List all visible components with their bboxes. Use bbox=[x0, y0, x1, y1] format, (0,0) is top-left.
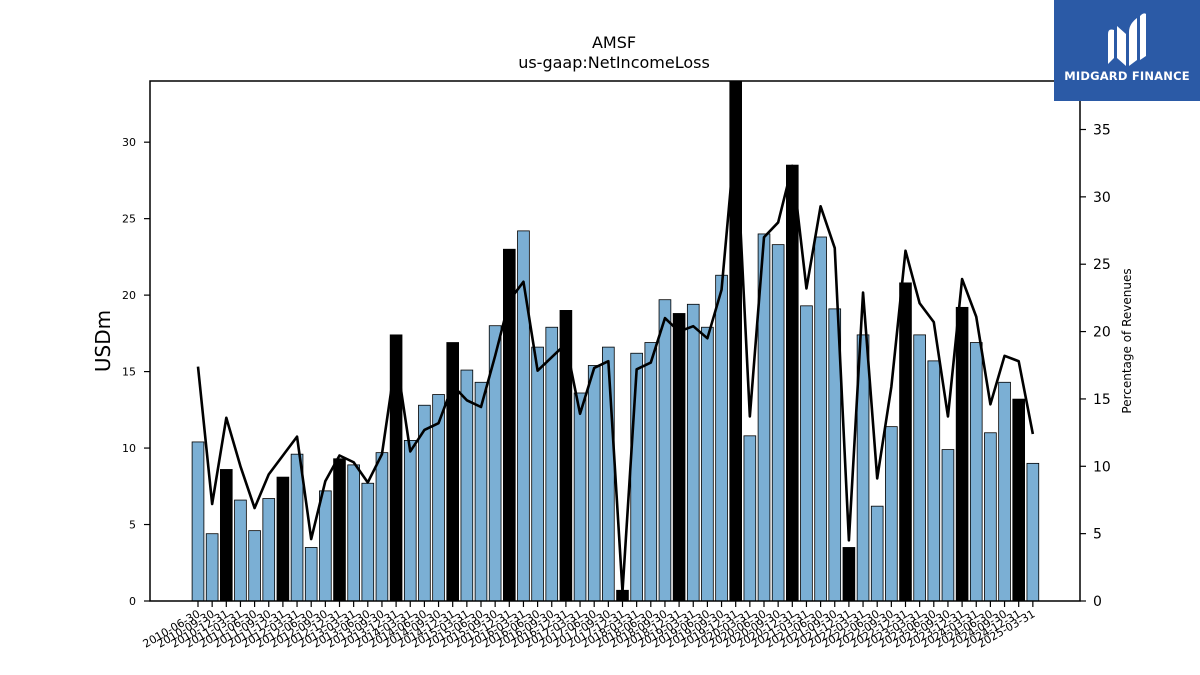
bar-2017-06-30 bbox=[587, 365, 601, 602]
bar-2012-06-30 bbox=[304, 547, 318, 602]
bar-2011-12-31 bbox=[276, 476, 290, 602]
bar-2010-06-30 bbox=[191, 441, 205, 602]
bar-2019-03-31 bbox=[686, 303, 700, 602]
y-right-tick-label: 15 bbox=[1093, 392, 1111, 408]
bar-2018-09-30 bbox=[658, 299, 672, 602]
y-axis-right-label: Percentage of Revenues bbox=[1120, 268, 1134, 413]
y-tick-label: 20 bbox=[122, 289, 136, 302]
y-right-tick-label: 20 bbox=[1093, 325, 1111, 341]
bar-2011-03-31 bbox=[234, 499, 247, 602]
chart-subtitle: us-gaap:NetIncomeLoss bbox=[518, 53, 710, 72]
bar-layer bbox=[191, 80, 1040, 602]
bar-2012-03-31 bbox=[290, 453, 304, 602]
bar-2019-06-30 bbox=[701, 326, 714, 602]
bar-2016-09-30 bbox=[545, 326, 559, 602]
y-right-tick-label: 25 bbox=[1093, 257, 1111, 273]
logo-text: MIDGARD FINANCE bbox=[1064, 69, 1190, 83]
bar-2013-12-31 bbox=[389, 334, 403, 602]
bar-2015-06-30 bbox=[474, 381, 488, 602]
bar-2011-06-30 bbox=[248, 530, 261, 602]
bar-2019-12-31 bbox=[729, 80, 742, 602]
bar-2025-03-31 bbox=[1026, 462, 1040, 602]
bar-2012-09-30 bbox=[319, 490, 332, 602]
bar-2023-06-30 bbox=[927, 360, 941, 602]
bar-2024-06-30 bbox=[984, 432, 997, 602]
y-axis-label: USDm bbox=[91, 310, 115, 372]
bar-2021-12-31 bbox=[842, 547, 856, 602]
y-tick-label: 10 bbox=[122, 442, 136, 455]
y-tick-label: 5 bbox=[129, 519, 136, 532]
bar-2012-12-31 bbox=[333, 458, 346, 602]
y-right-tick-label: 5 bbox=[1093, 527, 1102, 543]
midgard-logo-icon bbox=[1108, 13, 1146, 66]
y-tick-label: 25 bbox=[122, 213, 136, 226]
bar-2014-12-31 bbox=[446, 342, 459, 602]
brand-logo: MIDGARD FINANCE bbox=[1054, 0, 1200, 101]
chart-title: AMSF bbox=[592, 33, 636, 52]
bar-2017-03-31 bbox=[573, 392, 587, 602]
bar-2010-09-30 bbox=[205, 533, 219, 602]
y-right-tick-label: 0 bbox=[1093, 594, 1102, 610]
bar-2024-03-31 bbox=[969, 342, 983, 602]
bar-2023-12-31 bbox=[955, 306, 969, 602]
bar-2021-03-31 bbox=[800, 305, 813, 602]
bar-2014-03-31 bbox=[403, 440, 417, 602]
bar-2018-03-31 bbox=[630, 352, 643, 602]
bar-2010-12-31 bbox=[219, 469, 233, 602]
y-tick-label: 0 bbox=[129, 595, 136, 608]
y-axis-right: 0 5 10 15 20 25 30 35 bbox=[1080, 122, 1111, 610]
bar-2013-03-31 bbox=[347, 464, 360, 602]
bar-2024-12-31 bbox=[1012, 398, 1025, 602]
y-tick-label: 15 bbox=[122, 366, 136, 379]
bar-2018-06-30 bbox=[644, 342, 658, 602]
bar-2024-09-30 bbox=[998, 381, 1011, 602]
bar-2023-03-31 bbox=[913, 334, 926, 602]
x-axis: 2010-06-302010-09-302010-12-312011-03-31… bbox=[141, 601, 1037, 651]
bar-2011-09-30 bbox=[262, 498, 276, 602]
y-axis-left: 0 5 10 15 20 25 30 bbox=[122, 136, 150, 608]
bar-2022-12-31 bbox=[899, 282, 912, 602]
bar-2022-06-30 bbox=[870, 505, 884, 602]
bar-2022-09-30 bbox=[885, 426, 898, 602]
bar-2018-12-31 bbox=[672, 313, 686, 602]
percentage-line bbox=[196, 130, 1035, 593]
plot-frame bbox=[149, 80, 1081, 602]
bar-2021-06-30 bbox=[814, 236, 827, 602]
bar-2013-06-30 bbox=[361, 482, 375, 602]
bar-2013-09-30 bbox=[375, 452, 389, 602]
y-right-tick-label: 35 bbox=[1093, 122, 1111, 138]
y-tick-label: 30 bbox=[122, 136, 136, 149]
y-right-tick-label: 10 bbox=[1093, 459, 1111, 475]
bar-2020-09-30 bbox=[771, 244, 785, 602]
bar-2019-09-30 bbox=[715, 274, 728, 602]
y-right-tick-label: 30 bbox=[1093, 190, 1111, 206]
bar-2017-09-30 bbox=[602, 346, 615, 602]
bar-2016-06-30 bbox=[531, 346, 544, 602]
bar-2020-12-31 bbox=[786, 164, 799, 602]
bar-2015-03-31 bbox=[460, 369, 474, 602]
bar-2023-09-30 bbox=[941, 449, 955, 602]
bar-2020-03-31 bbox=[743, 435, 757, 602]
bar-2016-12-31 bbox=[559, 310, 573, 602]
